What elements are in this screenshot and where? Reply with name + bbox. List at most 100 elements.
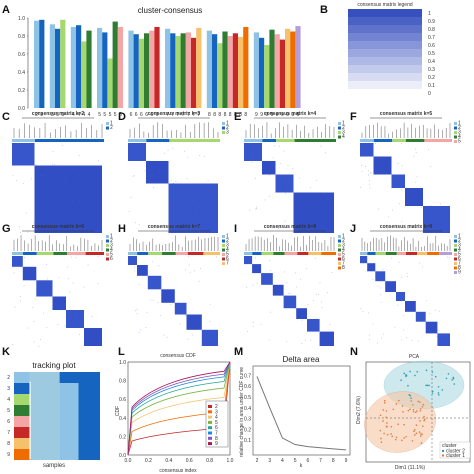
- consensus-speckle: [188, 256, 190, 258]
- cdf-curve: [127, 361, 231, 456]
- bar: [212, 34, 218, 109]
- consensus-block: [396, 292, 405, 301]
- consensus-speckle: [150, 299, 152, 301]
- consensus-speckle: [270, 270, 272, 271]
- cluster-color-bar: [367, 252, 376, 255]
- panel-label-k: K: [2, 346, 10, 358]
- matrix-legend-label: 3: [458, 243, 461, 249]
- x-tick-label: 9: [286, 112, 289, 118]
- cdf-legend-swatch: [208, 431, 212, 435]
- matrix-legend-label: 5: [226, 252, 229, 258]
- tracking-segment: [78, 383, 100, 394]
- consensus-speckle: [187, 187, 189, 189]
- y-tick-label: 1.0: [18, 16, 25, 22]
- tracking-segment: [29, 427, 60, 438]
- cdf-legend-label: 8: [215, 436, 218, 442]
- consensus-speckle: [367, 170, 369, 172]
- consensus-speckle: [369, 338, 371, 340]
- cluster-color-bar: [417, 252, 428, 255]
- consensus-speckle: [158, 265, 160, 267]
- matrix-legend-swatch: [106, 244, 109, 247]
- consensus-block: [360, 256, 368, 264]
- pca-point-cluster-1: [405, 435, 408, 438]
- tracking-segment: [14, 383, 30, 394]
- cluster-consensus-title: cluster-consensus: [138, 6, 202, 15]
- x-tick-label: 9: [297, 112, 300, 118]
- consensus-block: [174, 302, 187, 315]
- x-tick-label: 7: [166, 112, 169, 118]
- panel-label-m: M: [234, 346, 243, 358]
- consensus-speckle: [326, 198, 328, 200]
- matrix-legend-label: 8: [458, 265, 461, 271]
- consensus-speckle: [315, 206, 316, 208]
- x-tick-label: 0.0: [125, 458, 132, 464]
- x-tick-label: 5: [119, 112, 122, 118]
- pca-point-cluster-2: [407, 384, 409, 387]
- consensus-speckle: [79, 200, 81, 202]
- consensus-speckle: [398, 203, 400, 205]
- x-tick-label: 7: [187, 112, 190, 118]
- consensus-speckle: [368, 312, 369, 314]
- consensus-speckle: [171, 180, 172, 182]
- pca-legend-marker: [441, 454, 445, 457]
- consensus-speckle: [285, 192, 286, 194]
- delta-area-chart: Delta area k relative change in area und…: [239, 355, 351, 469]
- consensus-speckle: [436, 336, 438, 337]
- matrix-legend-swatch: [338, 235, 341, 238]
- x-tick-label: 9: [271, 112, 274, 118]
- consensus-speckle: [33, 222, 35, 224]
- cdf-legend-label: 5: [215, 420, 218, 426]
- consensus-speckle: [138, 223, 140, 225]
- matrix-legend-label: 4: [458, 134, 461, 140]
- tracking-segment: [14, 405, 30, 416]
- consensus-speckle: [52, 151, 54, 152]
- bar: [86, 30, 92, 109]
- consensus-speckle: [319, 282, 321, 284]
- consensus-speckle: [362, 310, 364, 312]
- consensus-block: [52, 296, 66, 310]
- consensus-speckle: [169, 230, 171, 231]
- matrix-legend-label: 6: [226, 256, 229, 262]
- consensus-speckle: [252, 321, 254, 323]
- tracking-segment: [29, 394, 60, 405]
- consensus-speckle: [192, 334, 193, 336]
- consensus-speckle: [406, 272, 408, 274]
- x-tick-label: 2: [256, 458, 259, 464]
- cluster-color-bar: [244, 252, 253, 255]
- cluster-color-bar: [128, 252, 138, 255]
- consensus-speckle: [268, 174, 270, 176]
- x-tick-label: 3: [56, 112, 59, 118]
- consensus-speckle: [251, 155, 253, 157]
- bar: [185, 32, 191, 108]
- matrix-legend-label: 1: [226, 234, 229, 240]
- pca-point-cluster-2: [453, 383, 455, 385]
- pca-point-cluster-1: [403, 437, 405, 439]
- consensus-speckle: [69, 291, 70, 293]
- consensus-block: [128, 256, 137, 265]
- consensus-speckle: [369, 187, 371, 189]
- consensus-speckle: [413, 155, 415, 157]
- pca-point-cluster-2: [431, 371, 434, 373]
- consensus-matrix: consensus matrix k=212: [12, 111, 113, 233]
- pca-point-cluster-2: [403, 372, 405, 375]
- bar: [285, 28, 291, 108]
- matrix-legend-swatch: [454, 135, 457, 139]
- consensus-block: [12, 256, 23, 267]
- bar: [232, 33, 238, 108]
- pca-point-cluster-1: [383, 399, 386, 402]
- tracking-row-label: 3: [7, 386, 10, 392]
- pca-point-cluster-1: [411, 440, 414, 442]
- consensus-speckle: [419, 262, 421, 264]
- consensus-speckle: [61, 145, 63, 146]
- consensus-speckle: [198, 281, 200, 282]
- x-tick-label: 9: [345, 458, 348, 464]
- pca-point-cluster-1: [413, 430, 415, 433]
- consensus-speckle: [40, 339, 41, 340]
- tracking-segment: [59, 449, 79, 460]
- consensus-speckle: [207, 180, 209, 182]
- cluster-color-bar: [252, 252, 262, 255]
- delta-line: [256, 376, 347, 451]
- consensus-speckle: [324, 194, 326, 195]
- pca-legend-title: cluster: [442, 443, 457, 449]
- consensus-speckle: [323, 228, 325, 230]
